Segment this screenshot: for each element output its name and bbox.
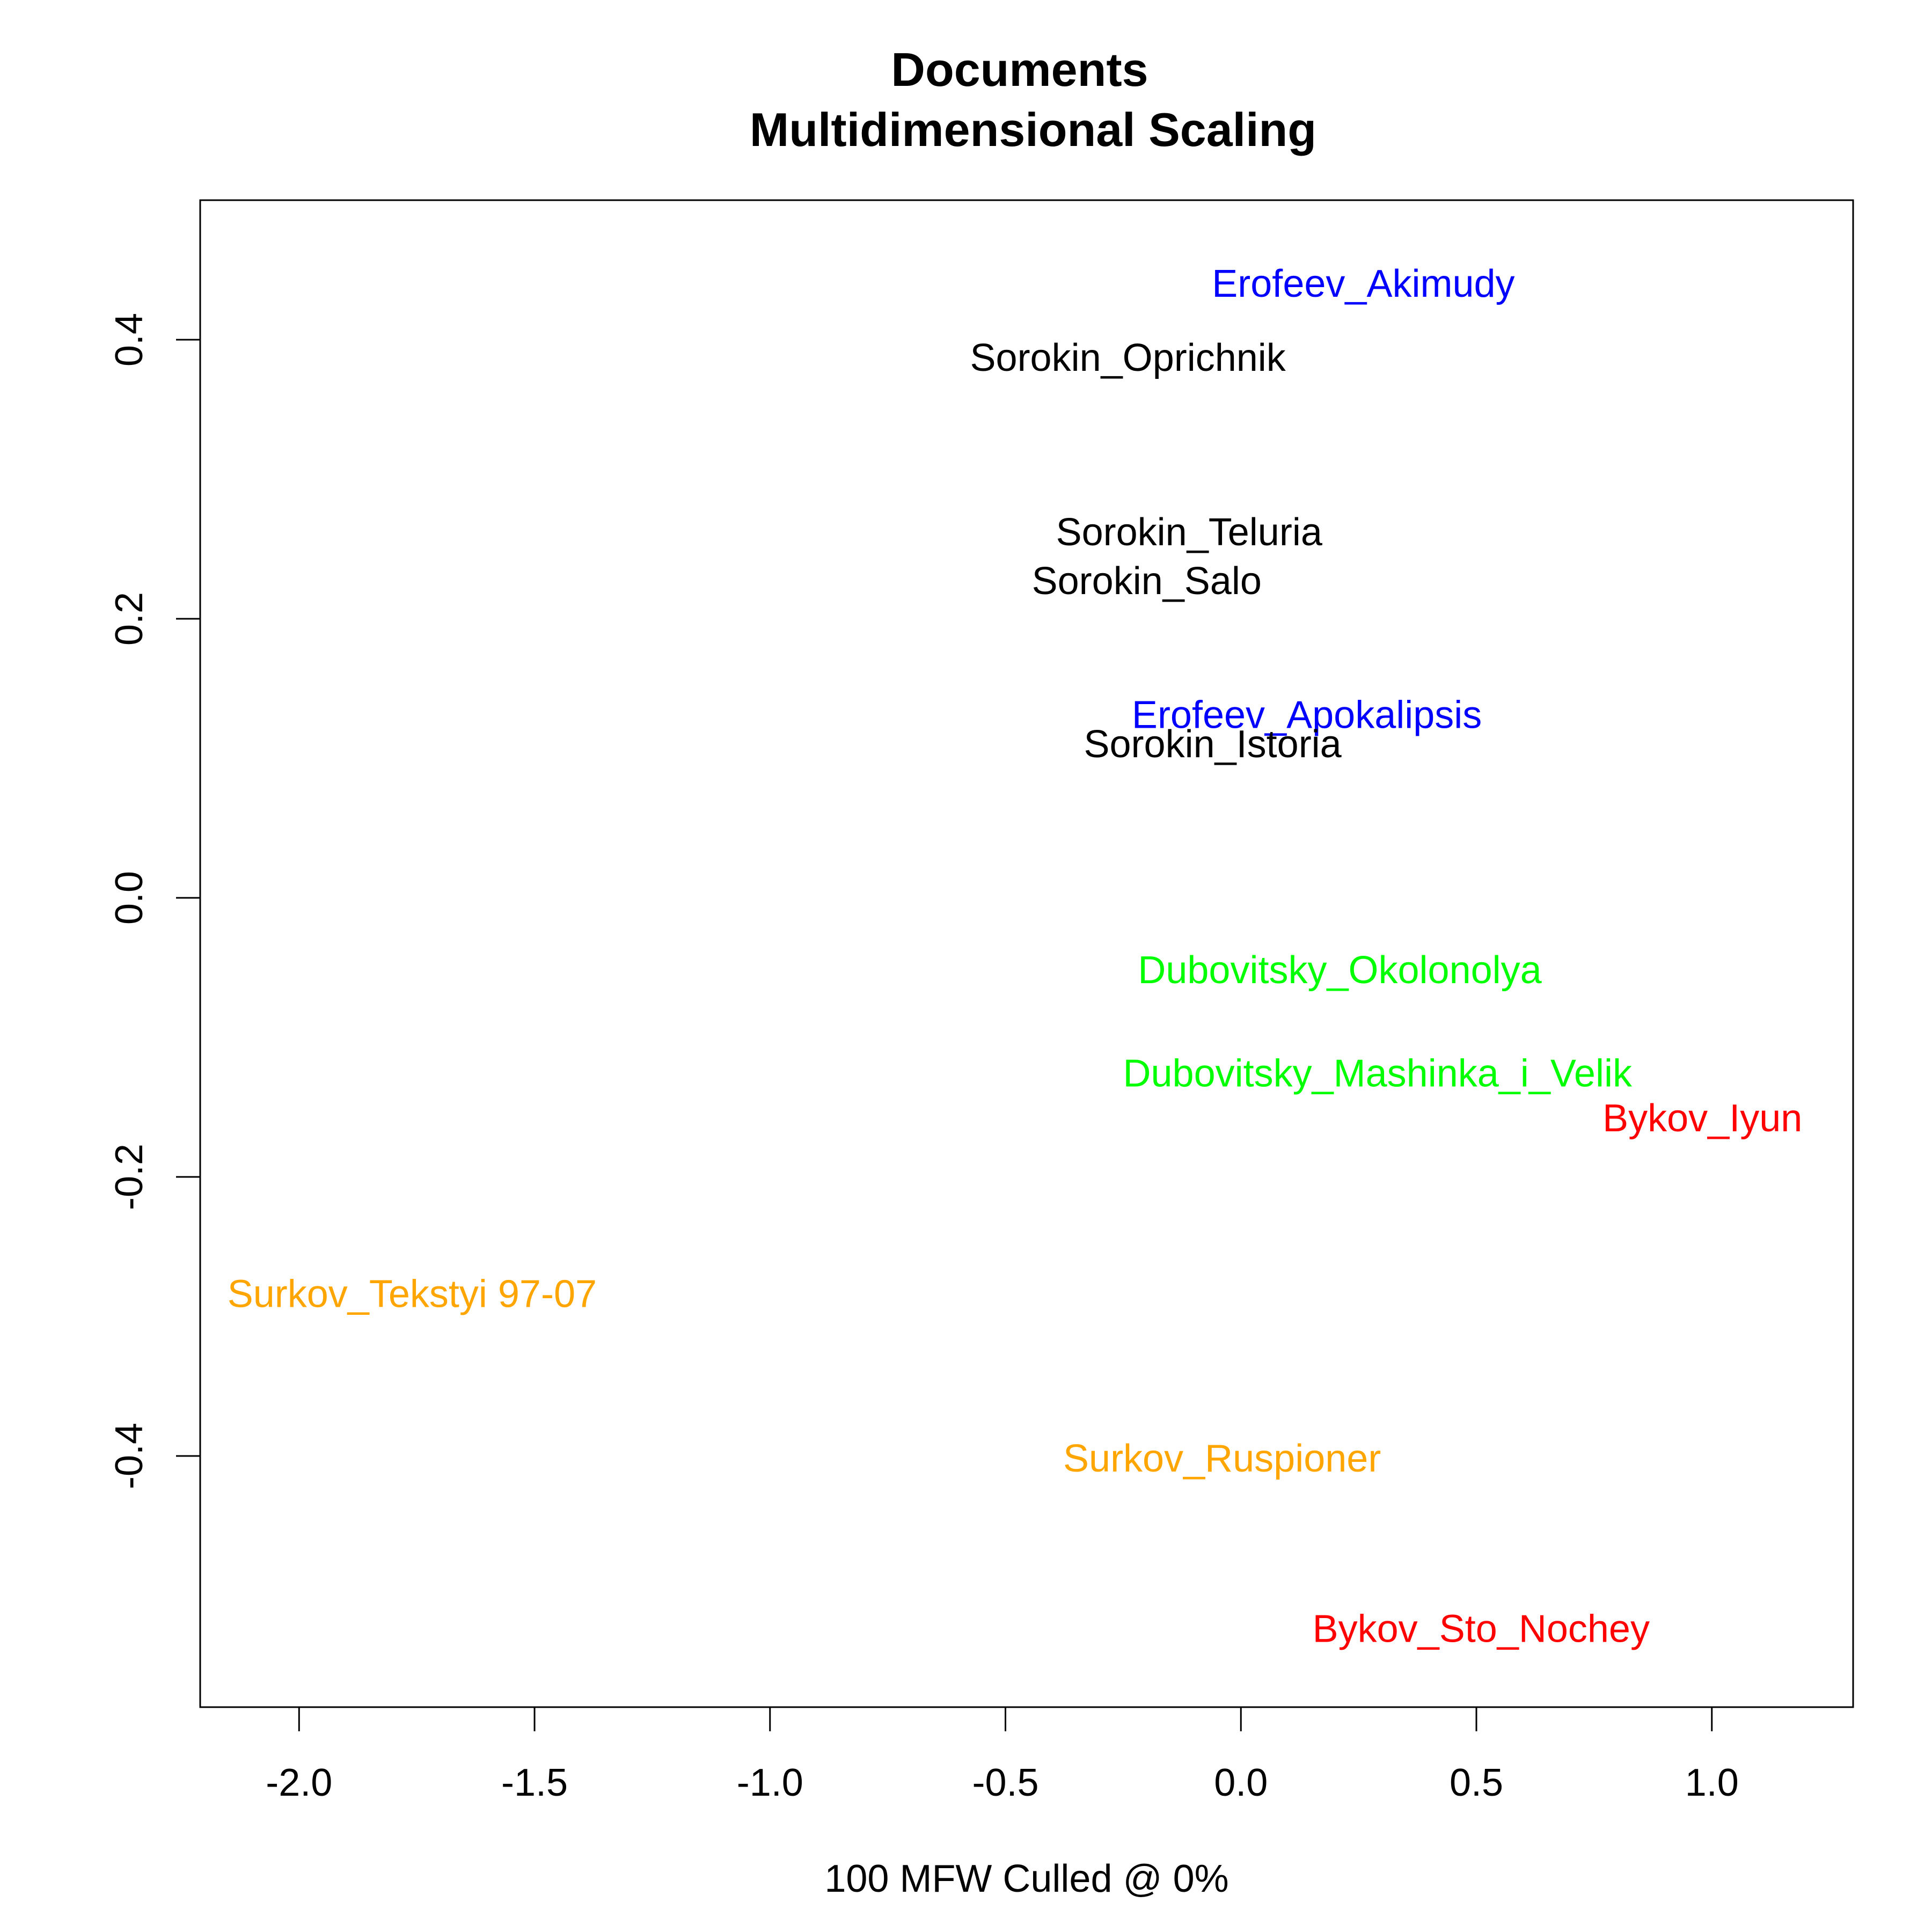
x-axis-label: 100 MFW Culled @ 0% (824, 1857, 1228, 1900)
y-tick-label: 0.4 (108, 313, 151, 367)
point-label: Erofeev_Apokalipsis (1132, 693, 1482, 736)
point-label: Bykov_Iyun (1602, 1097, 1802, 1140)
x-tick-label: -2.0 (266, 1761, 332, 1804)
x-tick-label: -1.0 (737, 1761, 803, 1804)
point-label: Surkov_Tekstyi 97-07 (228, 1272, 597, 1315)
point-labels: Erofeev_Akimudy Sorokin_Oprichnik Sorokin_… (228, 262, 1803, 1650)
x-tick-label: 1.0 (1685, 1761, 1739, 1804)
point-label: Dubovitsky_Okolonolya (1138, 949, 1542, 992)
y-tick-label: -0.4 (108, 1423, 151, 1489)
y-axis: -0.4 -0.2 0.0 0.2 0.4 (108, 313, 200, 1489)
y-tick-label: 0.2 (108, 592, 151, 646)
point-label: Sorokin_Istoria (1084, 723, 1342, 766)
point-label: Erofeev_Akimudy (1212, 262, 1514, 305)
x-tick-label: -0.5 (972, 1761, 1038, 1804)
plot-frame (199, 199, 1854, 1708)
x-tick-label: 0.0 (1214, 1761, 1268, 1804)
x-tick-label: -1.5 (501, 1761, 568, 1804)
y-tick-label: 0.0 (108, 871, 151, 925)
point-label: Surkov_Ruspioner (1063, 1437, 1381, 1480)
point-label: Sorokin_Teluria (1056, 511, 1323, 554)
x-tick-label: 0.5 (1450, 1761, 1503, 1804)
point-label: Dubovitsky_Mashinka_i_Velik (1123, 1052, 1632, 1095)
chart-title: Documents (891, 43, 1148, 96)
point-label: Sorokin_Oprichnik (970, 336, 1286, 379)
y-tick-label: -0.2 (108, 1144, 151, 1210)
x-axis: -2.0 -1.5 -1.0 -0.5 0.0 0.5 1.0 (266, 1707, 1739, 1804)
chart-subtitle: Multidimensional Scaling (750, 103, 1316, 156)
point-label: Sorokin_Salo (1032, 560, 1262, 603)
point-label: Bykov_Sto_Nochey (1313, 1607, 1650, 1650)
